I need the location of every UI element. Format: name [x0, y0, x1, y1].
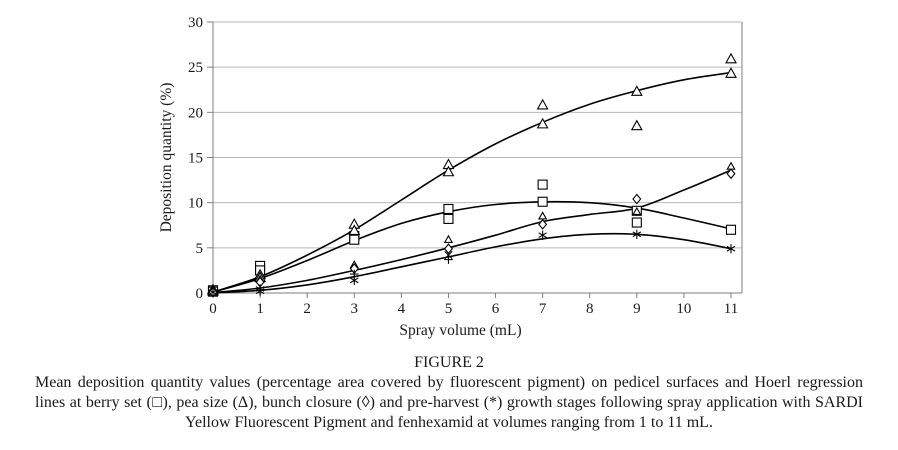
- y-axis-title: Deposition quantity (%): [158, 83, 175, 233]
- figure-caption: FIGURE 2 Mean deposition quantity values…: [35, 352, 863, 433]
- deposition-chart: 0 5 10 15 20 25 30 0 1 2 3 4 5 6 7 8 9 10 11 Spray volume (…: [158, 15, 743, 339]
- y-tick-label: 20: [188, 105, 203, 121]
- figure-caption-line-2: lines at berry set (□), pea size (Δ), bu…: [35, 394, 863, 411]
- data-point-bunch-closure: [443, 234, 454, 243]
- regression-curve-pea-size: [212, 71, 732, 293]
- x-tick-label: 8: [586, 301, 594, 317]
- data-point-pea-size: [630, 85, 643, 96]
- data-point-pea-size: [536, 117, 549, 129]
- x-tick-label: 0: [209, 301, 217, 317]
- data-point-pre-harvest: [255, 286, 265, 296]
- x-tick-label: 6: [492, 301, 500, 317]
- data-point-berry-set: [537, 196, 548, 207]
- data-point-pre-harvest: [538, 230, 547, 240]
- data-point-pea-size: [442, 165, 455, 177]
- data-point-bunch-closure: [443, 243, 453, 255]
- data-point-pea-size: [536, 98, 549, 110]
- regression-curve-berry-set: [212, 200, 732, 293]
- data-point-berry-set: [631, 217, 642, 228]
- x-tick-label: 2: [303, 301, 311, 317]
- y-tick-label: 5: [196, 241, 204, 257]
- x-tick-label: 11: [724, 301, 738, 317]
- data-point-pea-size: [348, 224, 361, 236]
- y-tick-label: 15: [188, 151, 203, 167]
- x-tick-label: 9: [633, 301, 641, 317]
- data-point-bunch-closure: [538, 218, 548, 230]
- x-tick-label: 3: [351, 301, 359, 317]
- y-tick-label: 0: [196, 286, 204, 302]
- figure-caption-line-3: Yellow Fluorescent Pigment and fenhexami…: [185, 414, 713, 431]
- data-point-bunch-closure: [537, 211, 548, 220]
- data-point-berry-set: [349, 234, 360, 245]
- data-point-berry-set: [443, 203, 454, 215]
- figure-caption-title: FIGURE 2: [414, 354, 484, 371]
- data-point-pre-harvest: [208, 287, 218, 297]
- data-point-pre-harvest: [726, 244, 736, 254]
- regression-curve-bunch-closure: [212, 169, 732, 294]
- data-point-pre-harvest: [632, 229, 642, 239]
- figure-caption-line-1: Mean deposition quantity values (percent…: [35, 374, 863, 391]
- data-point-pre-harvest: [349, 275, 359, 285]
- data-point-bunch-closure: [726, 168, 736, 180]
- y-tick-label: 30: [188, 15, 203, 31]
- data-point-pea-size: [725, 52, 737, 64]
- x-tick-label: 1: [256, 301, 264, 317]
- data-point-bunch-closure: [726, 161, 736, 170]
- y-tick-label: 10: [188, 196, 203, 212]
- data-point-pea-size: [630, 119, 643, 131]
- deposition-chart-svg: 0 5 10 15 20 25 30 0 1 2 3 4 5 6 7 8 9 10 11 Spray volume (…: [158, 15, 743, 339]
- y-tick-label: 25: [188, 60, 203, 76]
- data-point-bunch-closure: [632, 206, 642, 215]
- data-point-berry-set: [443, 213, 454, 224]
- data-point-pre-harvest: [444, 255, 453, 264]
- data-point-bunch-closure: [632, 193, 642, 205]
- x-axis-title: Spray volume (mL): [399, 322, 521, 339]
- x-tick-label: 10: [676, 301, 691, 317]
- data-point-berry-set: [725, 224, 737, 235]
- x-tick-label: 5: [445, 301, 453, 317]
- data-point-pre-harvest: [444, 250, 453, 260]
- regression-curve-pre-harvest: [212, 232, 732, 294]
- x-tick-label: 4: [398, 301, 406, 317]
- data-point-pea-size: [725, 67, 737, 78]
- x-tick-label: 7: [539, 301, 547, 317]
- data-point-berry-set: [537, 179, 548, 190]
